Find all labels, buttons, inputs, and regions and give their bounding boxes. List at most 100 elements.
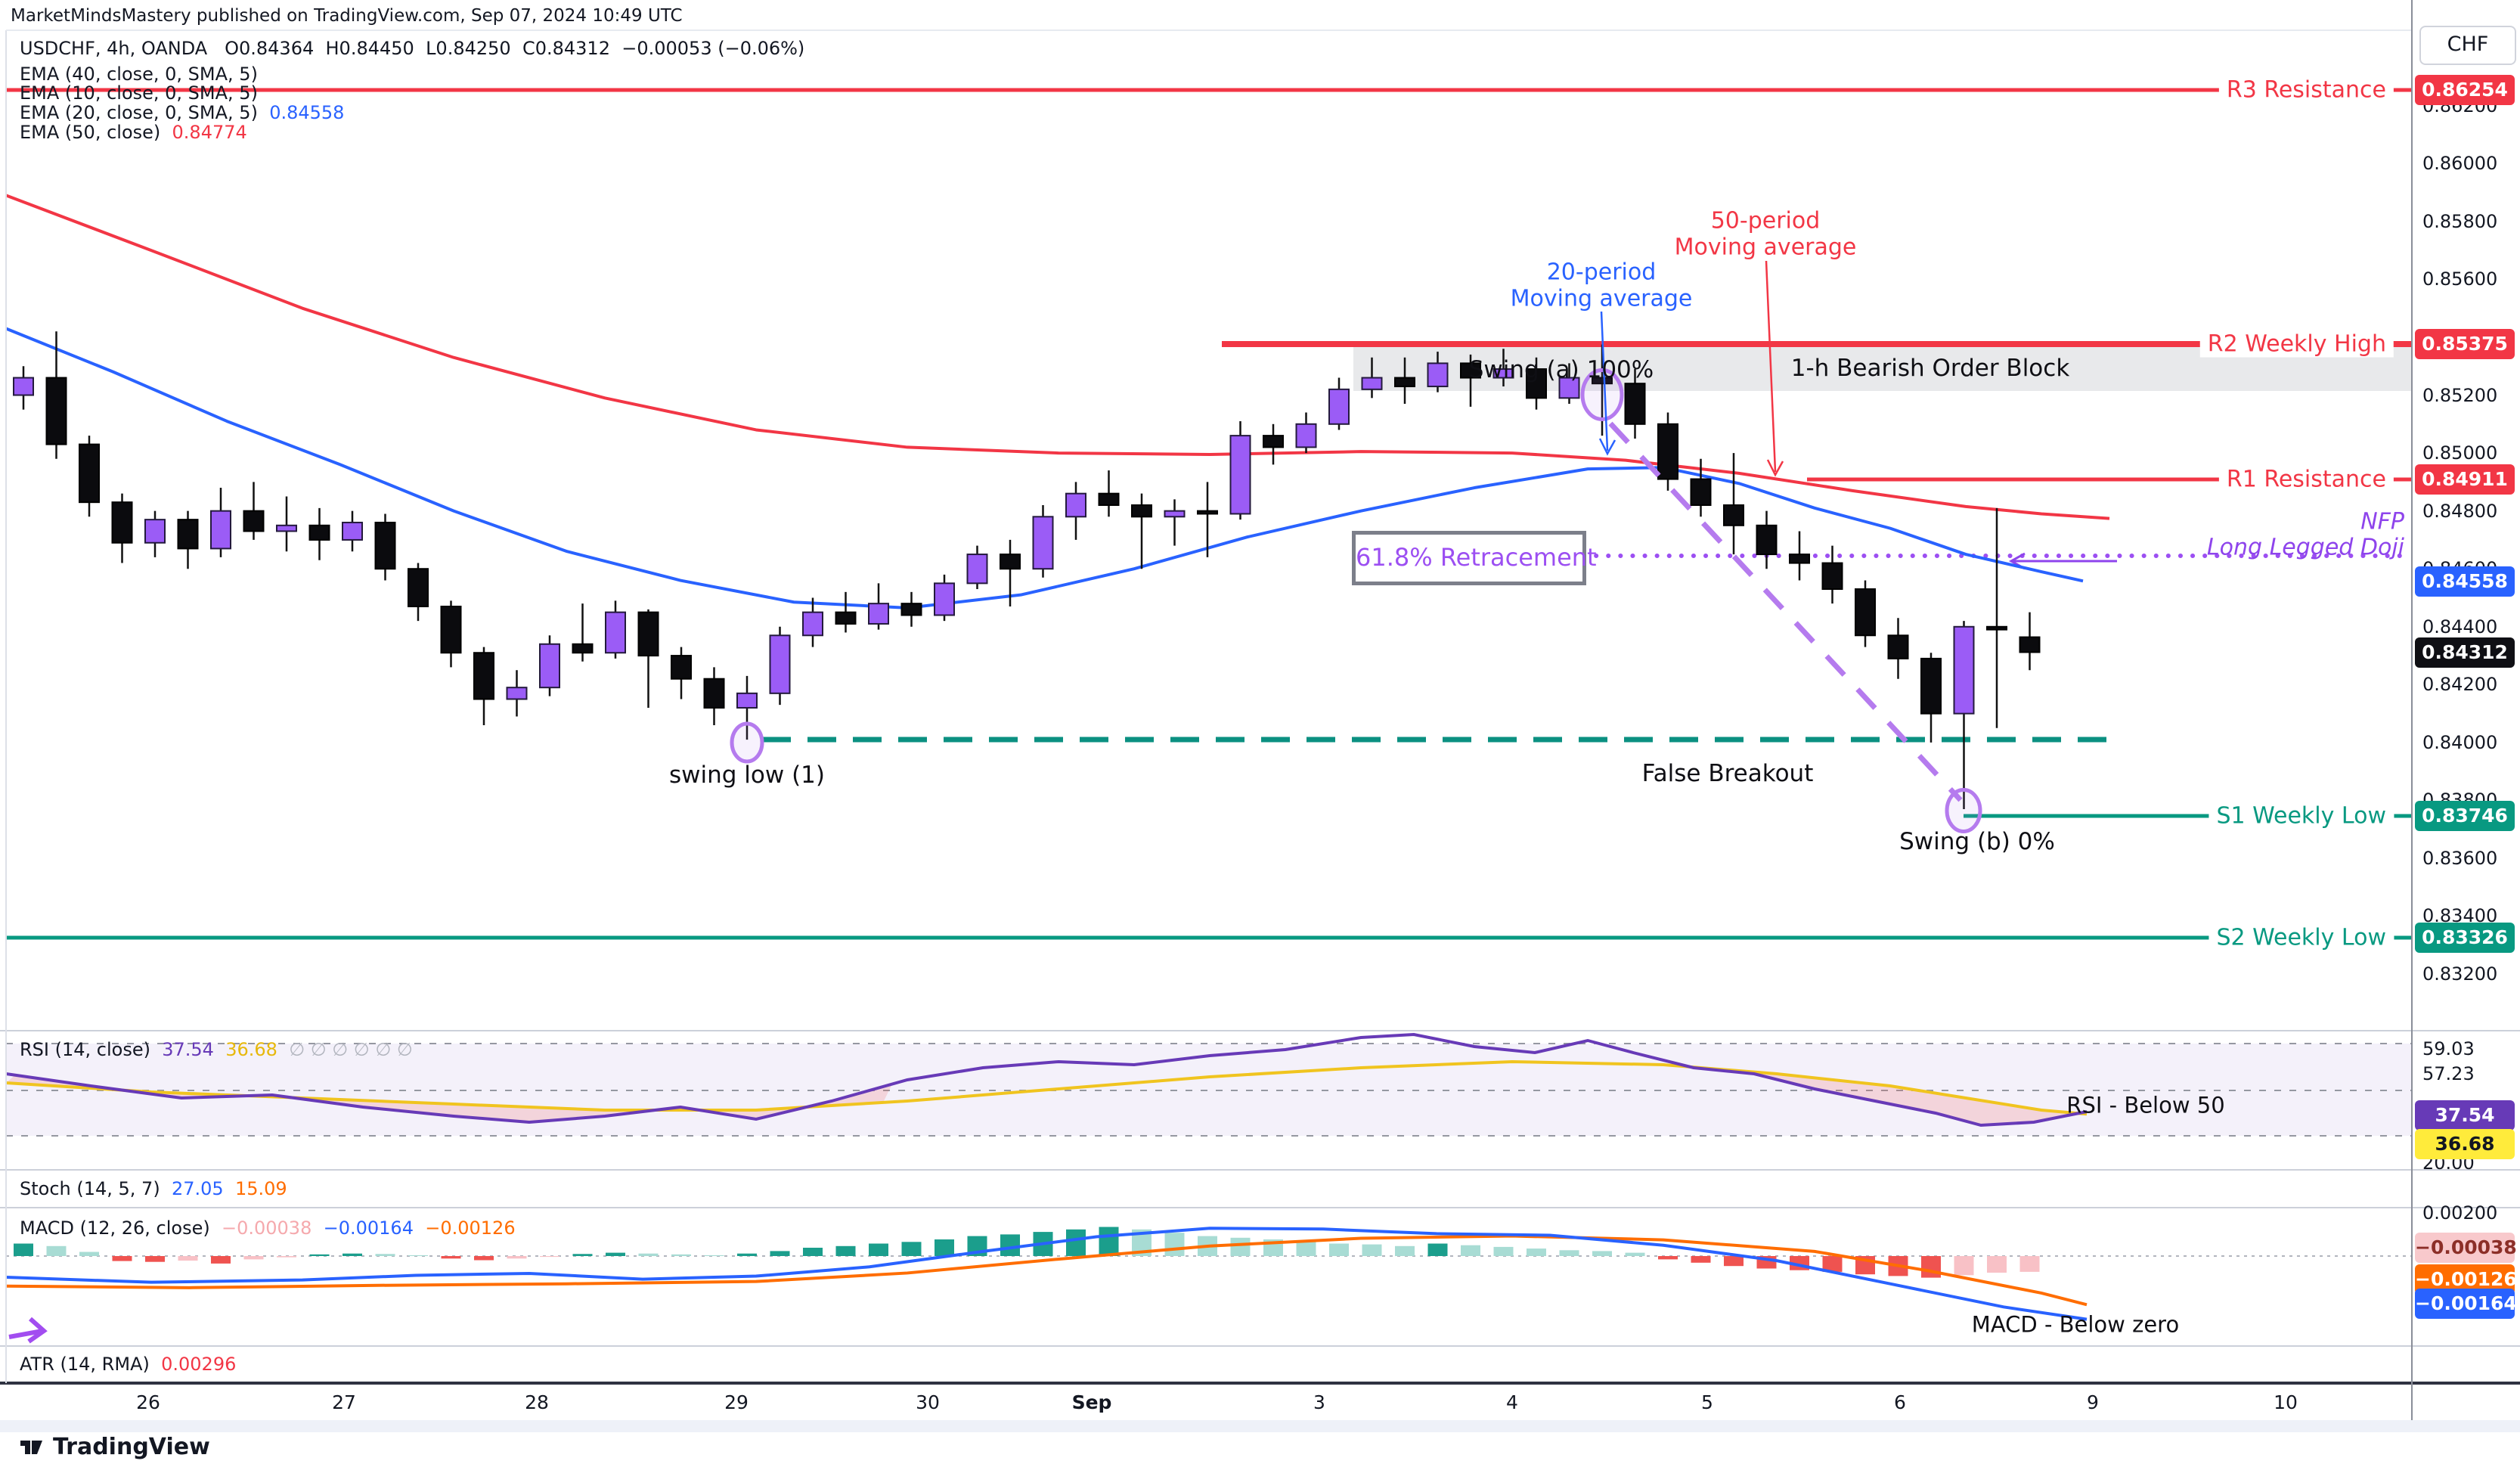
atr-legend[interactable]: ATR (14, RMA) 0.00296 <box>20 1354 237 1375</box>
candle-body <box>1558 377 1580 399</box>
price-tick: 0.85200 <box>2422 385 2498 406</box>
candle-body <box>144 519 166 544</box>
candle-body <box>374 521 396 570</box>
currency-button[interactable]: CHF <box>2419 26 2516 65</box>
macd-bar <box>835 1245 856 1256</box>
macd-bar <box>1954 1256 1974 1276</box>
rsi-line <box>5 1032 2088 1127</box>
annotation-macd-note: MACD - Below zero <box>1971 1311 2180 1338</box>
ema50-value: 0.84774 <box>172 122 247 143</box>
tradingview-logo-icon <box>20 1440 42 1454</box>
annotation-swing-b: Swing (b) 0% <box>1899 828 2055 856</box>
macd-bar <box>1461 1245 1480 1256</box>
candle-body <box>308 524 330 541</box>
candle-body <box>1295 423 1317 448</box>
axis-badge: 0.85375 <box>2415 329 2515 359</box>
ohlc-change: −0.00053 (−0.06%) <box>621 38 805 59</box>
legend-ema20[interactable]: EMA (20, close, 0, SMA, 5) 0.84558 <box>20 102 345 123</box>
price-tick: 0.84400 <box>2422 616 2498 637</box>
swing-a-circle[interactable] <box>1580 368 1624 421</box>
candle-body <box>1328 388 1350 425</box>
macd-bar <box>1625 1252 1645 1256</box>
macd-bar <box>343 1253 362 1256</box>
date-label[interactable]: 26 <box>136 1391 160 1413</box>
ema50-line <box>5 194 2110 520</box>
candle-body <box>1789 554 1810 564</box>
macd-legend[interactable]: MACD (12, 26, close) −0.00038 −0.00164 −… <box>20 1217 516 1239</box>
date-label[interactable]: 6 <box>1894 1391 1906 1413</box>
candle-body <box>539 643 560 689</box>
candle-body <box>1953 625 1975 715</box>
macd-bar <box>770 1251 790 1256</box>
macd-bar <box>309 1254 330 1256</box>
legend-ema10[interactable]: EMA (10, close, 0, SMA, 5) <box>20 82 258 104</box>
macd-bar <box>1921 1256 1941 1278</box>
candle-body <box>1526 368 1547 399</box>
macd-bar <box>737 1253 757 1256</box>
date-label[interactable]: 9 <box>2087 1391 2099 1413</box>
date-label[interactable]: 28 <box>525 1391 549 1413</box>
price-tick: 0.85600 <box>2422 268 2498 290</box>
date-label[interactable]: 3 <box>1313 1391 1325 1413</box>
price-tick: 0.84200 <box>2422 674 2498 695</box>
candle-body <box>210 510 231 550</box>
candle-body <box>243 510 265 532</box>
macd-bar <box>1724 1256 1744 1267</box>
candle-body <box>1821 562 1843 591</box>
stoch-legend[interactable]: Stoch (14, 5, 7) 27.05 15.09 <box>20 1178 287 1199</box>
macd-bar <box>1296 1242 1316 1256</box>
date-label[interactable]: 30 <box>916 1391 940 1413</box>
candle-body <box>900 603 922 616</box>
macd-bar <box>79 1252 99 1256</box>
date-label[interactable]: 4 <box>1506 1391 1518 1413</box>
legend-ema50[interactable]: EMA (50, close) 0.84774 <box>20 122 247 143</box>
price-tick: 57.23 <box>2422 1063 2475 1084</box>
macd-bar <box>1099 1227 1119 1256</box>
candle-body <box>1065 492 1086 518</box>
date-label[interactable]: 27 <box>332 1391 356 1413</box>
bearish-trendline[interactable] <box>1608 421 1963 802</box>
candle-body <box>1855 588 1876 637</box>
macd-bar <box>1691 1256 1711 1263</box>
axis-badge: 0.84911 <box>2415 464 2515 495</box>
macd-bar <box>441 1256 461 1259</box>
candle-body <box>769 634 791 694</box>
axis-badge: −0.00164 <box>2415 1289 2517 1319</box>
candle-body <box>1361 377 1383 390</box>
swing-low-circle[interactable] <box>730 721 764 764</box>
macd-bar <box>1559 1250 1579 1256</box>
date-label[interactable]: Sep <box>1071 1391 1112 1413</box>
macd-bar <box>1066 1229 1086 1256</box>
date-label[interactable]: 10 <box>2274 1391 2298 1413</box>
publish-line: MarketMindsMastery published on TradingV… <box>11 6 683 26</box>
macd-hist-value: −0.00038 <box>221 1217 312 1239</box>
macd-bar <box>606 1252 625 1256</box>
macd-line-value: −0.00164 <box>323 1217 414 1239</box>
swing-b-circle[interactable] <box>1945 788 1982 833</box>
annotation-ma20: 20-period Moving average <box>1510 259 1693 312</box>
candle-body <box>408 568 429 607</box>
macd-signal-line <box>5 1234 2088 1307</box>
level-label-r3: R3 Resistance <box>2218 76 2394 104</box>
rsi-legend[interactable]: RSI (14, close) 37.54 36.68 ∅ ∅ ∅ ∅ ∅ ∅ <box>20 1039 413 1060</box>
stoch-d-value: 15.09 <box>234 1178 287 1199</box>
candle-body <box>1427 362 1449 388</box>
level-label-r2: R2 Weekly High <box>2199 330 2394 358</box>
macd-bar <box>1427 1243 1448 1256</box>
symbol-title[interactable]: USDCHF, 4h, OANDA <box>20 38 208 59</box>
candle-body <box>637 611 659 657</box>
candle-body <box>1460 362 1481 379</box>
legend-ema40[interactable]: EMA (40, close, 0, SMA, 5) <box>20 64 258 85</box>
level-label-s2: S2 Weekly Low <box>2208 924 2394 951</box>
candle-body <box>1032 516 1054 570</box>
candle-body <box>1592 377 1613 385</box>
candle-body <box>473 652 494 700</box>
date-label[interactable]: 5 <box>1701 1391 1713 1413</box>
annotation-retracement-box[interactable]: 61.8% Retracement <box>1352 531 1597 585</box>
date-label[interactable]: 29 <box>724 1391 749 1413</box>
tradingview-logo[interactable]: TradingView <box>20 1434 210 1460</box>
macd-bar <box>46 1245 67 1256</box>
ohlc-low: L0.84250 <box>426 38 511 59</box>
candle-body <box>868 603 889 625</box>
